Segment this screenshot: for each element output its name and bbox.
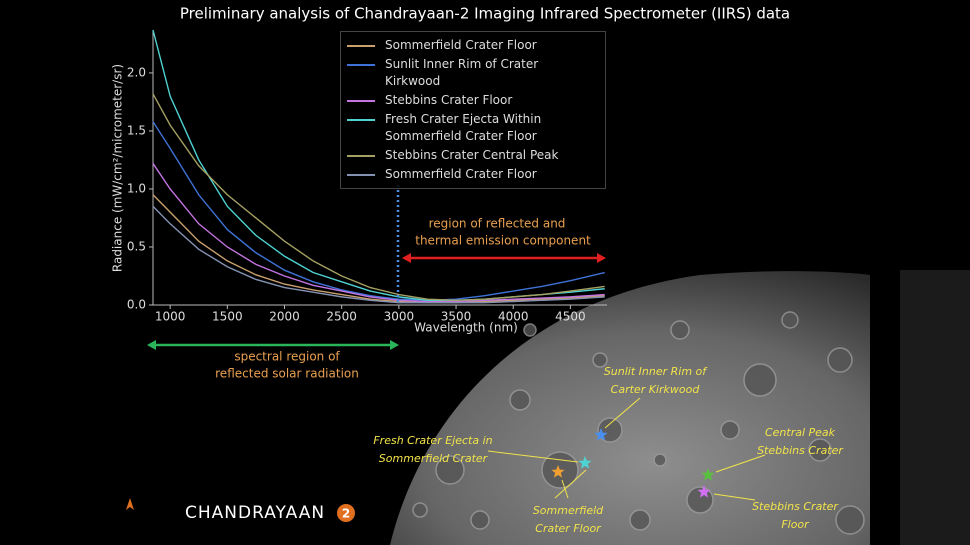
legend-item: Sommerfield Crater Floor — [347, 166, 599, 183]
moon-label: Central Peak — [765, 426, 836, 439]
pointer — [604, 397, 641, 429]
legend-swatch — [347, 155, 375, 157]
moon-label: Carter Kirkwood — [611, 383, 701, 396]
series-line — [152, 121, 605, 302]
x-tick-label: 3000 — [384, 310, 415, 324]
legend-item: Sommerfield Crater Floor — [347, 37, 599, 54]
y-axis-label: Radiance (mW/cm²/micrometer/sr) — [111, 64, 125, 272]
x-tick-label: 4000 — [498, 310, 529, 324]
x-tick-label: 1000 — [155, 310, 186, 324]
legend-label: Sunlit Inner Rim of Crater Kirkwood — [385, 57, 539, 88]
legend-label: Sommerfield Crater Floor — [385, 38, 537, 52]
site-marker — [578, 456, 592, 469]
crater — [808, 438, 832, 462]
pointer — [487, 450, 579, 463]
series-line — [152, 205, 605, 304]
legend-swatch — [347, 119, 375, 121]
moon-label: Fresh Crater Ejecta in — [373, 434, 492, 447]
legend-swatch — [347, 45, 375, 47]
crater — [743, 363, 777, 397]
y-tick-label: 0.0 — [127, 298, 146, 312]
annotation: spectral region of — [234, 350, 340, 364]
moon-label: Stebbins Crater — [757, 444, 844, 457]
crater — [412, 502, 428, 518]
pointer — [713, 493, 756, 501]
isro-logo — [126, 498, 134, 510]
brand-badge — [337, 504, 355, 522]
legend-item: Stebbins Crater Central Peak — [347, 147, 599, 164]
moon-label: Sommerfield — [533, 504, 604, 517]
brand-name: CHANDRAYAAN — [185, 503, 325, 523]
annotation: region of reflected and — [429, 217, 566, 231]
x-tick-label: 2500 — [326, 310, 357, 324]
annotation: reflected solar radiation — [215, 367, 359, 381]
crater — [597, 417, 623, 443]
legend: Sommerfield Crater Floor Sunlit Inner Rim… — [340, 31, 606, 189]
crater — [470, 510, 490, 530]
legend-label: Stebbins Crater Floor — [385, 93, 513, 107]
legend-swatch — [347, 100, 375, 102]
crater — [827, 347, 853, 373]
y-tick-label: 0.5 — [127, 239, 146, 253]
crater — [670, 320, 690, 340]
pointer — [715, 454, 766, 473]
crater — [653, 453, 667, 467]
y-tick-label: 2.0 — [127, 65, 146, 79]
legend-item: Sunlit Inner Rim of Crater Kirkwood — [347, 56, 599, 90]
x-tick-label: 1500 — [212, 310, 243, 324]
crater — [509, 389, 531, 411]
legend-swatch — [347, 174, 375, 176]
site-marker — [697, 485, 711, 498]
legend-label: Fresh Crater Ejecta Within Sommerfield C… — [385, 112, 542, 143]
legend-label: Stebbins Crater Central Peak — [385, 148, 559, 162]
x-tick-label: 4500 — [555, 310, 586, 324]
legend-swatch — [347, 64, 375, 66]
crater — [781, 311, 799, 329]
site-marker — [594, 428, 608, 441]
moon-label: Floor — [781, 518, 810, 531]
series-line — [152, 163, 605, 303]
pointer — [554, 469, 587, 499]
crater — [629, 509, 651, 531]
annotation: thermal emission component — [415, 234, 591, 248]
x-tick-label: 2000 — [269, 310, 300, 324]
moon-label: Sommerfield Crater — [379, 452, 489, 465]
crater — [720, 420, 740, 440]
moon-label: Stebbins Crater — [752, 500, 839, 513]
legend-item: Stebbins Crater Floor — [347, 92, 599, 109]
crater — [835, 505, 865, 535]
moon-surface — [390, 271, 870, 545]
series-line — [152, 194, 605, 304]
side-blur — [900, 270, 970, 545]
moon-label: Sunlit Inner Rim of — [604, 365, 708, 378]
x-axis-label: Wavelength (nm) — [414, 321, 518, 335]
crater — [523, 323, 537, 337]
legend-item: Fresh Crater Ejecta Within Sommerfield C… — [347, 111, 599, 145]
crater — [435, 455, 465, 485]
legend-label: Sommerfield Crater Floor — [385, 167, 537, 181]
moon-label: Crater Floor — [535, 522, 602, 535]
y-tick-label: 1.5 — [127, 123, 146, 137]
y-tick-label: 1.0 — [127, 181, 146, 195]
site-marker — [551, 465, 565, 478]
series-line — [152, 93, 605, 302]
chart-title: Preliminary analysis of Chandrayaan-2 Im… — [180, 5, 790, 23]
crater — [592, 352, 608, 368]
x-tick-label: 3500 — [441, 310, 472, 324]
site-marker — [701, 468, 715, 481]
brand-number: 2 — [342, 507, 350, 521]
